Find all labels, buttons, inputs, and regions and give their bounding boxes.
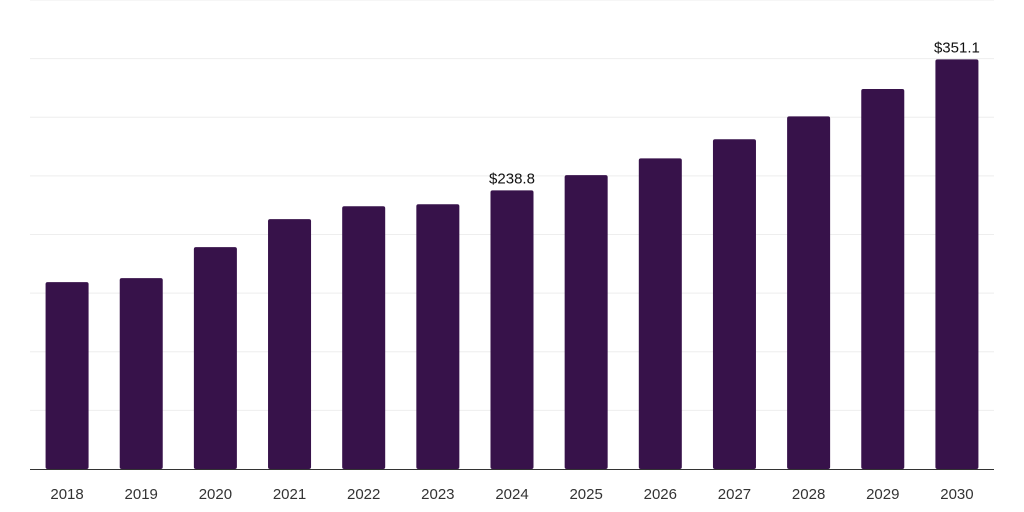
data-label-2024: $238.8 (489, 170, 535, 187)
bar-2021 (268, 219, 312, 469)
data-labels: $238.8 $351.1 (489, 39, 980, 187)
bar-2023 (416, 204, 460, 470)
x-tick-label: 2020 (199, 486, 232, 503)
x-tick-label: 2026 (644, 486, 677, 503)
data-label-2030: $351.1 (934, 39, 980, 56)
bar-2019 (119, 278, 163, 469)
bar-2018 (45, 282, 89, 469)
bar-2024 (490, 190, 534, 469)
bar-2027 (712, 139, 756, 470)
bar-2029 (861, 89, 905, 470)
bar-2020 (193, 247, 237, 469)
x-tick-label: 2024 (495, 486, 528, 503)
x-tick-label: 2019 (125, 486, 158, 503)
bar-2028 (787, 116, 831, 469)
x-tick-label: 2023 (421, 486, 454, 503)
x-tick-label: 2029 (866, 486, 899, 503)
x-tick-label: 2018 (50, 486, 83, 503)
x-tick-label: 2028 (792, 486, 825, 503)
x-tick-label: 2022 (347, 486, 380, 503)
bars (45, 59, 979, 470)
x-tick-label: 2025 (569, 486, 602, 503)
x-tick-label: 2027 (718, 486, 751, 503)
x-tick-labels: 2018 2019 2020 2021 2022 2023 2024 2025 2026 2027… (50, 486, 973, 503)
x-tick-label: 2021 (273, 486, 306, 503)
x-tick-label: 2030 (940, 486, 973, 503)
bar-2026 (638, 158, 682, 470)
bar-2025 (564, 175, 608, 469)
bar-2022 (342, 206, 386, 469)
bar-2030 (935, 59, 979, 470)
